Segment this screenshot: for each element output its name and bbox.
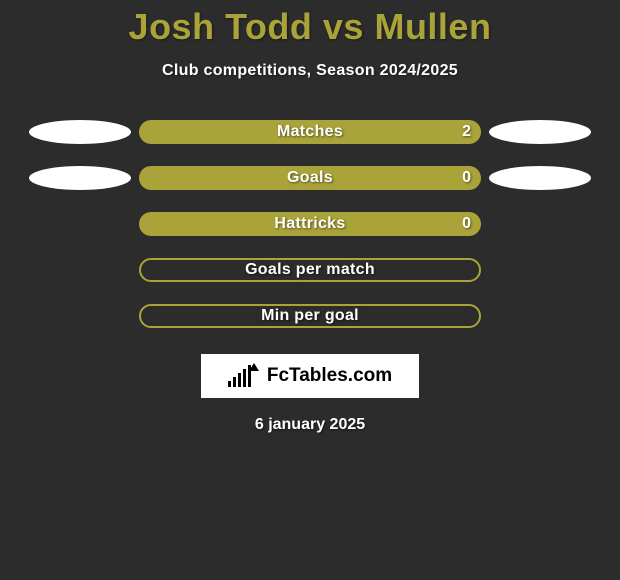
stat-pill: Goals per match <box>139 258 481 282</box>
subtitle: Club competitions, Season 2024/2025 <box>162 62 458 80</box>
left-ellipse <box>29 120 131 144</box>
stat-label: Goals per match <box>245 261 375 279</box>
right-ellipse-slot <box>489 166 591 190</box>
stat-label: Goals <box>287 169 333 187</box>
stat-value: 0 <box>462 169 471 187</box>
stat-row: Goals per match <box>0 258 620 282</box>
left-ellipse-slot <box>29 120 131 144</box>
stat-row: Goals 0 <box>0 166 620 190</box>
stat-label: Matches <box>277 123 343 141</box>
stat-pill: Hattricks 0 <box>139 212 481 236</box>
logo-text: FcTables.com <box>267 365 392 387</box>
right-ellipse-slot <box>489 212 591 236</box>
stat-value: 0 <box>462 215 471 233</box>
page-title: Josh Todd vs Mullen <box>129 6 492 48</box>
stat-pill: Matches 2 <box>139 120 481 144</box>
title-player1: Josh Todd <box>129 6 313 47</box>
right-ellipse-slot <box>489 304 591 328</box>
stat-label: Min per goal <box>261 307 359 325</box>
stat-value: 2 <box>462 123 471 141</box>
infographic-container: Josh Todd vs Mullen Club competitions, S… <box>0 0 620 580</box>
stat-row: Hattricks 0 <box>0 212 620 236</box>
stat-pill: Goals 0 <box>139 166 481 190</box>
logo-box: FcTables.com <box>201 354 419 398</box>
title-player2: Mullen <box>374 6 491 47</box>
right-ellipse <box>489 120 591 144</box>
right-ellipse-slot <box>489 258 591 282</box>
stat-label: Hattricks <box>274 215 345 233</box>
left-ellipse <box>29 166 131 190</box>
left-ellipse-slot <box>29 212 131 236</box>
date-text: 6 january 2025 <box>255 416 365 434</box>
left-ellipse-slot <box>29 304 131 328</box>
stats-rows: Matches 2 Goals 0 Hattricks 0 Goals per match M… <box>0 120 620 328</box>
left-ellipse-slot <box>29 258 131 282</box>
right-ellipse <box>489 166 591 190</box>
right-ellipse-slot <box>489 120 591 144</box>
stat-pill: Min per goal <box>139 304 481 328</box>
stat-row: Min per goal <box>0 304 620 328</box>
title-vs: vs <box>323 6 364 47</box>
logo-bars-icon <box>228 365 263 387</box>
left-ellipse-slot <box>29 166 131 190</box>
stat-row: Matches 2 <box>0 120 620 144</box>
